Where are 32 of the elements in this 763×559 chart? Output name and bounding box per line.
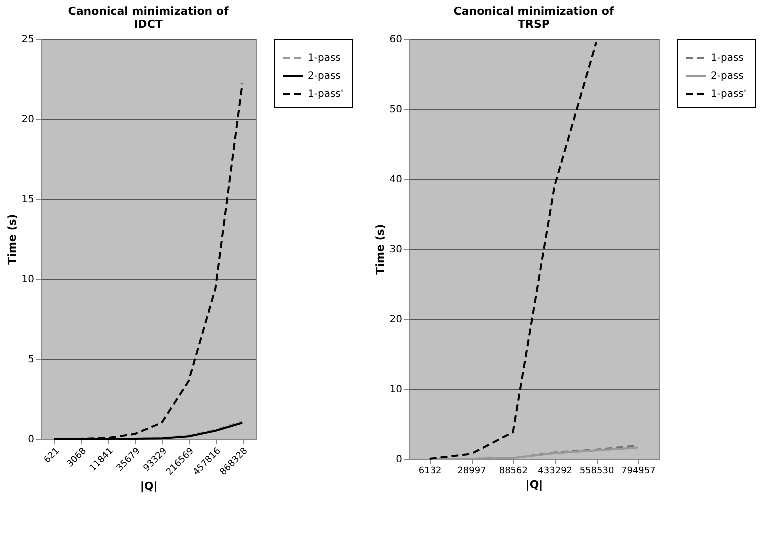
x-tick-label: 28997 [458,466,486,476]
chart-title: Canonical minimization of IDCT [68,5,229,31]
y-tick-label: 20 [22,114,34,126]
legend-label: 1-pass' [308,89,344,100]
x-tick-label: 88562 [499,466,528,476]
x-tick-label: 6132 [418,466,442,476]
legend-label: 1-pass [308,53,341,64]
chart-title: Canonical minimization of TRSP [454,5,614,31]
legend-label: 1-pass' [711,89,747,100]
y-axis-title: Time (s) [374,224,387,275]
y-tick-label: 10 [390,384,402,396]
y-tick-label: 60 [390,34,402,46]
x-axis-title: |Q| [526,478,544,492]
y-tick-label: 0 [28,434,34,446]
y-axis-title: Time (s) [6,214,19,265]
y-tick-label: 50 [390,104,402,116]
x-tick-label: 558530 [580,466,614,476]
legend-label: 2-pass [711,71,744,82]
x-tick-label: 433292 [538,466,573,476]
x-tick-label: 794957 [621,466,656,476]
y-tick-label: 30 [390,244,402,256]
y-tick-label: 20 [390,314,402,326]
y-tick-label: 5 [28,354,34,366]
y-tick-label: 10 [22,274,34,286]
y-tick-label: 15 [22,194,34,206]
y-tick-label: 25 [22,34,34,46]
legend-label: 1-pass [711,53,744,64]
legend-label: 2-pass [308,71,341,82]
y-tick-label: 0 [396,454,402,466]
x-axis-title: |Q| [140,480,158,494]
y-tick-label: 40 [390,174,402,186]
x-tick-label: 621 [42,446,62,466]
